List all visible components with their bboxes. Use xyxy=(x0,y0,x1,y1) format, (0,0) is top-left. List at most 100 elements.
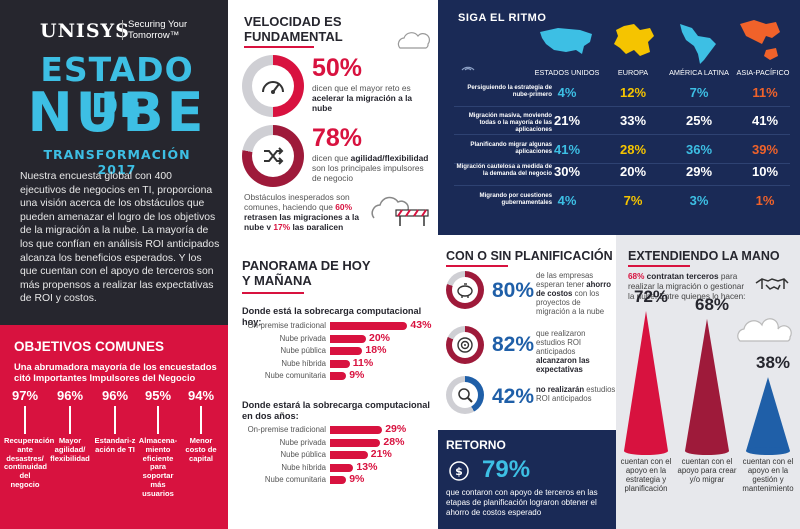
bar-row: Nube privada 20% xyxy=(228,331,438,344)
row-divider xyxy=(454,106,790,107)
objetivo-item: 97% Recuperación ante desastres/ continu… xyxy=(4,388,54,490)
title-underline xyxy=(244,46,314,48)
velocidad-panel: VELOCIDAD ES FUNDAMENTAL 50% dicen que e… xyxy=(228,0,438,230)
cloud-outline-icon xyxy=(397,32,430,49)
row-divider xyxy=(454,134,790,135)
planificacion-text: que realizaron estudios ROI anticipados … xyxy=(536,329,616,374)
cloud-barrier-icon xyxy=(371,196,429,226)
planificacion-pct: 42% xyxy=(492,385,535,408)
tagline-line-2: Tomorrow™ xyxy=(128,30,180,41)
retorno-text: que contaron con apoyo de terceros en la… xyxy=(446,488,598,517)
siga-row-label: Planificando migrar algunas aplicaciones xyxy=(470,141,552,156)
cone-pct: 38% xyxy=(756,353,791,373)
siga-cell: 7% xyxy=(623,193,643,208)
row-divider xyxy=(454,185,790,186)
bar-value: 13% xyxy=(356,460,378,473)
bar-row: Nube híbrida 11% xyxy=(228,356,438,369)
panorama-title-line-2: Y MAÑANA xyxy=(242,273,312,288)
objetivo-label: Almacena-miento eficiente para soportar … xyxy=(138,436,178,498)
siga-cell: 28% xyxy=(619,142,647,157)
objetivos-subtitle: Una abrumadora mayoría de los encuestado… xyxy=(14,361,217,383)
speedometer-icon xyxy=(262,81,284,94)
bar-row: Nube comunitaria 9% xyxy=(228,369,438,381)
latin-america-map-icon xyxy=(680,24,716,64)
cone xyxy=(685,318,729,451)
cloud-outline-icon xyxy=(737,318,792,342)
cone-label: cuentan con el apoyo en la estrategia y … xyxy=(620,457,672,493)
plan-text-b: no realizarán xyxy=(536,385,585,394)
planificacion-panel: CON O SIN PLANIFICACIÓN 80% de las empre… xyxy=(438,235,616,430)
bar-value: 11% xyxy=(352,356,374,369)
note-text-d: y xyxy=(266,222,272,230)
velocidad-text-2: dicen que agilidad/flexibilidad son los … xyxy=(312,153,432,183)
siga-cell: 29% xyxy=(685,164,713,179)
extendiendo-panel: EXTENDIENDO LA MANO 68% contratan tercer… xyxy=(616,235,800,529)
planificacion-pct: 82% xyxy=(492,333,535,356)
bar xyxy=(330,347,363,355)
bar-row: Nube híbrida 13% xyxy=(228,460,438,473)
panorama-group1-title: Donde está la sobrecarga computacional h… xyxy=(242,306,422,327)
planificacion-donut xyxy=(446,271,484,309)
bar-row: Nube pública 21% xyxy=(228,448,438,460)
objetivo-pct: 97% xyxy=(11,388,39,403)
bar-label: On-premise tradicional xyxy=(247,321,326,330)
donut-hole xyxy=(252,65,294,107)
objetivo-label: Mayor agilidad/ flexibilidad xyxy=(50,436,90,463)
objetivo-label: Menor costo de capital xyxy=(185,436,217,463)
cone-pct: 72% xyxy=(634,287,669,306)
donut-hole xyxy=(452,382,478,408)
stat1-text-a: dicen que el mayor reto es xyxy=(312,83,411,93)
velocidad-pct-50: 50% xyxy=(312,54,363,82)
objetivo-item: 96% Mayor agilidad/ flexibilidad xyxy=(49,388,91,463)
siga-cell: 39% xyxy=(751,142,779,157)
bar-label: Nube híbrida xyxy=(281,358,326,368)
bar-value: 9% xyxy=(349,473,365,485)
stat2-text-a: dicen que xyxy=(312,153,349,163)
logo-divider xyxy=(122,20,123,40)
siga-cell: 25% xyxy=(685,113,713,128)
plan-text-b: ahorro de costos xyxy=(536,280,611,298)
bar-value: 43% xyxy=(410,319,432,331)
cone-label: cuentan con el apoyo en la gestión y man… xyxy=(742,457,794,493)
siga-cell: 4% xyxy=(557,193,577,208)
intro-text: Nuestra encuesta global con 400 ejecutiv… xyxy=(20,171,220,305)
lead-text: para realizar la migración o gestionar l… xyxy=(628,272,746,301)
note-text-c: retrasen las migraciones a la nube xyxy=(244,212,359,230)
bar-row: Nube pública 18% xyxy=(228,344,438,356)
objetivos-panel: OBJETIVOS COMUNES Una abrumadora mayoría… xyxy=(0,325,228,529)
cones-chart xyxy=(624,311,790,455)
objetivo-label: Estandari-z ación de TI xyxy=(94,436,136,454)
siga-cell: 41% xyxy=(553,142,581,157)
plan-text-a: que realizaron estudios ROI anticipados xyxy=(536,329,586,356)
unisys-logo: UNISYS xyxy=(40,20,130,42)
bar xyxy=(330,438,381,447)
region-label: EUROPA xyxy=(617,68,649,77)
intro-panel: UNISYS Securing Your Tomorrow™ ESTADO DE… xyxy=(0,0,228,325)
tagline-line-1: Securing Your xyxy=(128,19,188,30)
bar xyxy=(330,463,354,472)
stat1-text-b: acelerar la migración a la nube xyxy=(312,93,413,113)
money-stack-icon: $ xyxy=(449,461,469,481)
bar-label: On-premise tradicional xyxy=(247,425,326,434)
panorama-group2-title: Donde estará la sobrecarga computacional… xyxy=(242,400,430,421)
cone-pct: 68% xyxy=(695,294,730,314)
panorama-panel: PANORAMA DE HOY Y MAÑANA Donde está la s… xyxy=(228,230,438,529)
title-underline xyxy=(446,265,508,267)
velocidad-title: VELOCIDAD ES FUNDAMENTAL xyxy=(244,14,343,44)
bar-value: 20% xyxy=(369,331,391,344)
europe-map-icon xyxy=(614,24,654,56)
siga-cell: 1% xyxy=(755,193,775,208)
bar xyxy=(330,451,368,459)
svg-text:$: $ xyxy=(455,465,463,478)
cone-label: cuentan con el apoyo para crear y/o migr… xyxy=(677,457,737,484)
bar-row: Nube comunitaria 9% xyxy=(228,473,438,485)
plan-text-c: estudios ROI anticipados xyxy=(536,385,616,403)
objetivo-line xyxy=(114,406,116,434)
bar-value: 28% xyxy=(383,435,405,448)
objetivo-line xyxy=(24,406,26,434)
velocidad-donut-78 xyxy=(242,125,304,187)
cone-base xyxy=(746,447,790,455)
objetivo-pct: 96% xyxy=(101,388,129,403)
bar-row: On-premise tradicional 29% xyxy=(228,423,438,435)
objetivo-line xyxy=(69,406,71,434)
